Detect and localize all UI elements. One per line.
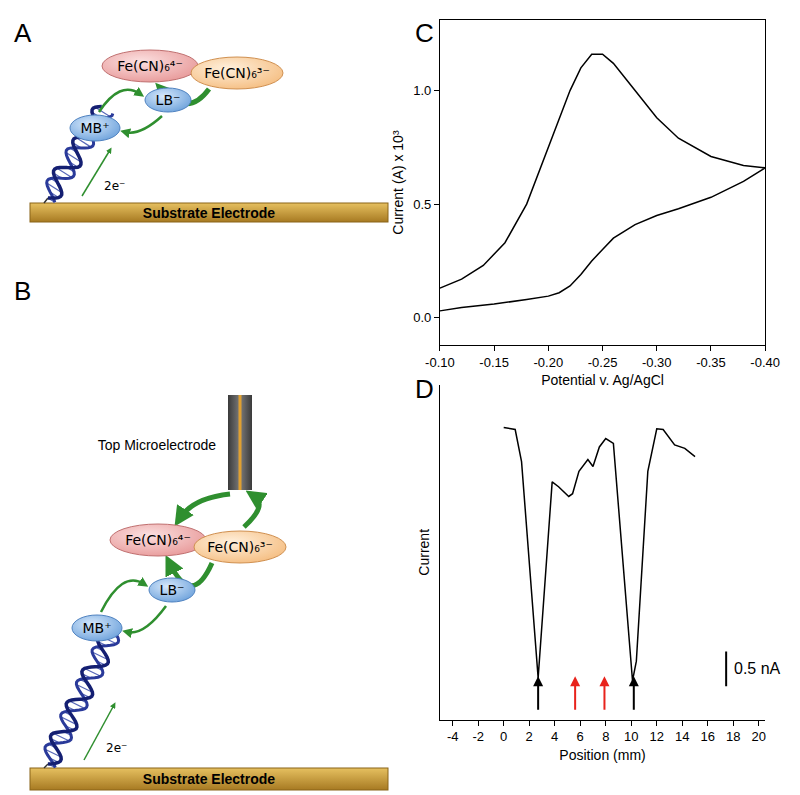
- svg-text:D: D: [415, 374, 434, 404]
- svg-text:-0.10: -0.10: [425, 355, 455, 370]
- svg-text:0.5 nA: 0.5 nA: [734, 660, 781, 677]
- svg-text:10: 10: [624, 729, 638, 744]
- svg-text:Position (mm): Position (mm): [559, 747, 645, 763]
- svg-text:-0.35: -0.35: [696, 355, 726, 370]
- svg-text:Substrate Electrode: Substrate Electrode: [143, 771, 275, 787]
- svg-text:Top Microelectrode: Top Microelectrode: [98, 437, 216, 453]
- svg-text:14: 14: [675, 729, 689, 744]
- svg-text:8: 8: [602, 729, 609, 744]
- svg-text:20: 20: [752, 729, 766, 744]
- svg-text:2e⁻: 2e⁻: [104, 179, 125, 193]
- svg-text:Fe(CN)₆³⁻: Fe(CN)₆³⁻: [207, 539, 273, 555]
- svg-text:A: A: [14, 18, 32, 48]
- svg-text:LB⁻: LB⁻: [156, 92, 181, 108]
- svg-text:Potential v. Ag/AgCl: Potential v. Ag/AgCl: [541, 372, 664, 388]
- svg-text:-0.30: -0.30: [642, 355, 672, 370]
- svg-text:Fe(CN)₆⁴⁻: Fe(CN)₆⁴⁻: [117, 58, 183, 74]
- svg-text:-0.40: -0.40: [750, 355, 780, 370]
- svg-text:-2: -2: [472, 729, 484, 744]
- svg-text:-0.20: -0.20: [534, 355, 564, 370]
- svg-text:0.5: 0.5: [413, 197, 431, 212]
- svg-text:B: B: [14, 276, 31, 306]
- svg-text:0: 0: [500, 729, 507, 744]
- svg-text:Fe(CN)₆⁴⁻: Fe(CN)₆⁴⁻: [125, 532, 191, 548]
- svg-text:MB⁺: MB⁺: [80, 120, 109, 136]
- svg-text:LB⁻: LB⁻: [160, 582, 185, 598]
- svg-text:18: 18: [726, 729, 740, 744]
- svg-text:2e⁻: 2e⁻: [106, 741, 127, 755]
- svg-text:4: 4: [551, 729, 558, 744]
- svg-text:-0.15: -0.15: [479, 355, 509, 370]
- svg-text:Current: Current: [416, 529, 432, 576]
- svg-text:C: C: [415, 18, 434, 48]
- svg-text:1.0: 1.0: [413, 83, 431, 98]
- svg-text:2: 2: [526, 729, 533, 744]
- svg-text:16: 16: [701, 729, 715, 744]
- svg-text:Substrate Electrode: Substrate Electrode: [143, 205, 275, 221]
- svg-text:Current (A) x 10³: Current (A) x 10³: [390, 130, 406, 235]
- svg-text:6: 6: [577, 729, 584, 744]
- svg-text:Fe(CN)₆³⁻: Fe(CN)₆³⁻: [204, 65, 270, 81]
- svg-text:-0.25: -0.25: [588, 355, 618, 370]
- svg-text:-4: -4: [447, 729, 459, 744]
- svg-text:MB⁺: MB⁺: [82, 620, 111, 636]
- svg-text:12: 12: [650, 729, 664, 744]
- svg-text:0.0: 0.0: [413, 310, 431, 325]
